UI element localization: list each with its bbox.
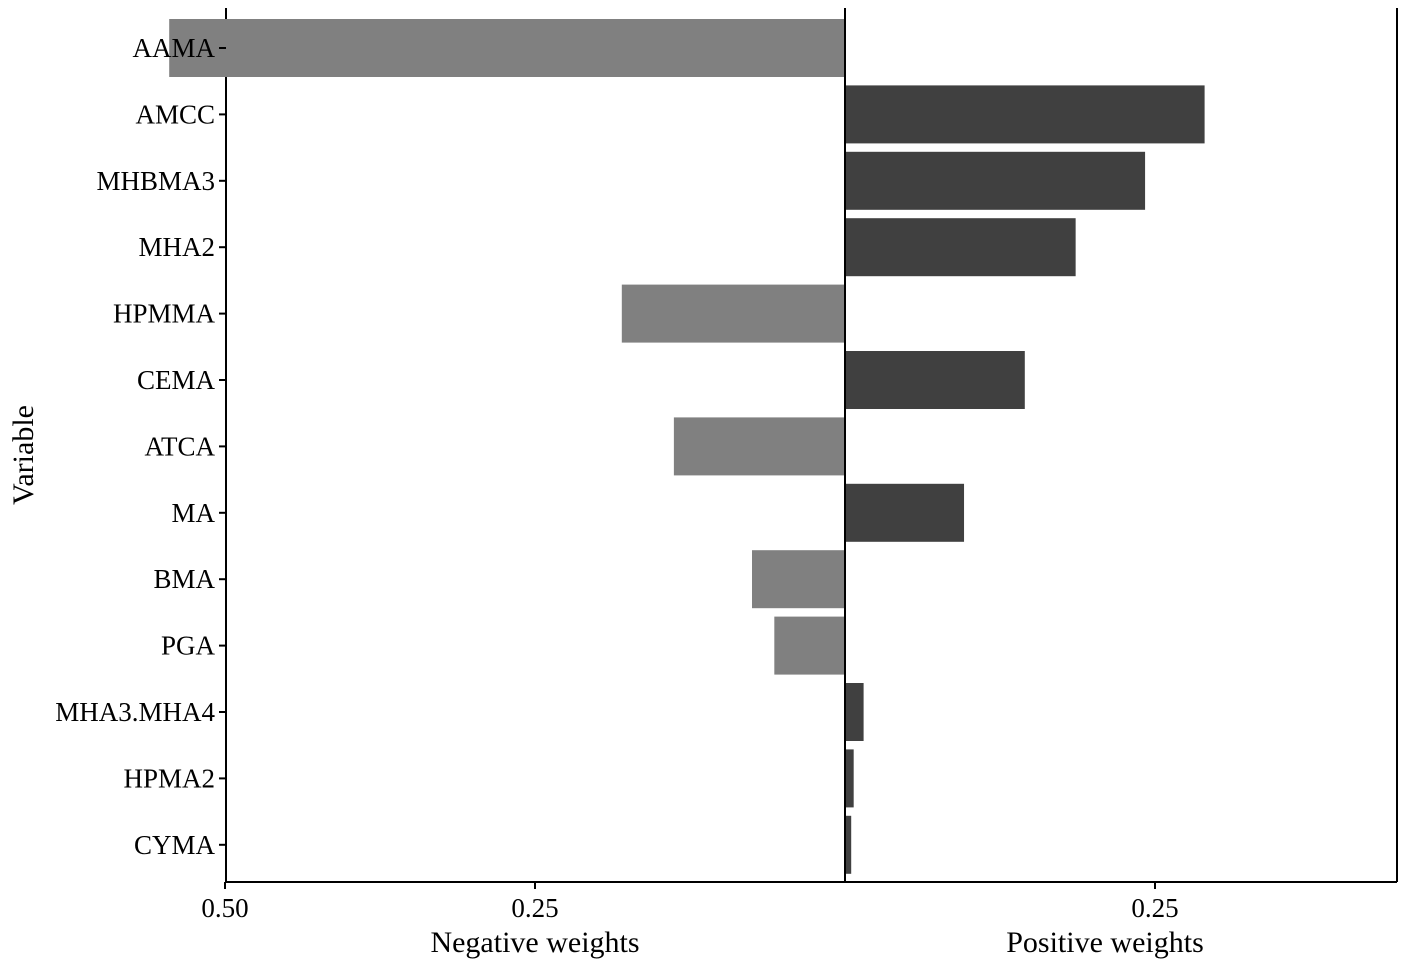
bar-positive-MHA3.MHA4	[845, 683, 864, 741]
bar-positive-CEMA	[845, 351, 1025, 409]
bar-positive-CYMA	[845, 815, 852, 874]
bars	[169, 8, 1205, 882]
x-tick-label-positive: 0.25	[1131, 893, 1178, 923]
bar-negative-BMA	[752, 550, 845, 609]
bar-positive-AMCC	[845, 85, 1205, 144]
y-tick-label: MHA3.MHA4	[55, 697, 215, 727]
y-tick-label: CYMA	[134, 830, 216, 860]
plot-frame	[225, 8, 1398, 883]
x-axis-title-positive: Positive weights	[1006, 926, 1204, 959]
y-tick-label: MHBMA3	[96, 166, 215, 196]
bar-negative-AAMA	[169, 19, 845, 77]
x-axis-ticks: 0.750.500.250.250.500.75	[201, 882, 1179, 923]
y-tick-label: ATCA	[144, 431, 215, 461]
bar-positive-MHA2	[845, 218, 1076, 277]
y-tick-label: BMA	[153, 564, 215, 594]
bar-positive-HPMA2	[845, 749, 854, 808]
bar-negative-ATCA	[673, 417, 845, 476]
y-tick-label: MA	[171, 498, 215, 528]
y-tick-label: AMCC	[135, 99, 215, 129]
bar-positive-MA	[845, 483, 965, 542]
y-tick-label: CEMA	[137, 365, 216, 395]
y-tick-label: AAMA	[132, 33, 215, 63]
y-tick-label: HPMMA	[113, 299, 216, 329]
x-tick-label-negative: 0.25	[511, 893, 558, 923]
bar-positive-MHBMA3	[845, 151, 1146, 210]
y-tick-label: MHA2	[138, 232, 215, 262]
y-axis-ticks: AAMA AMCC MHBMA3 MHA2 HPMMA CEMA ATCA MA BMA PGA M…	[55, 33, 226, 860]
x-tick-label-negative: 0.50	[201, 893, 248, 923]
y-tick-label: PGA	[161, 631, 216, 661]
bar-negative-HPMMA	[621, 284, 845, 343]
y-tick-label: HPMA2	[123, 763, 215, 793]
bar-negative-PGA	[774, 616, 845, 675]
x-axis-title-negative: Negative weights	[430, 926, 639, 959]
y-axis-title: Variable	[7, 405, 40, 505]
